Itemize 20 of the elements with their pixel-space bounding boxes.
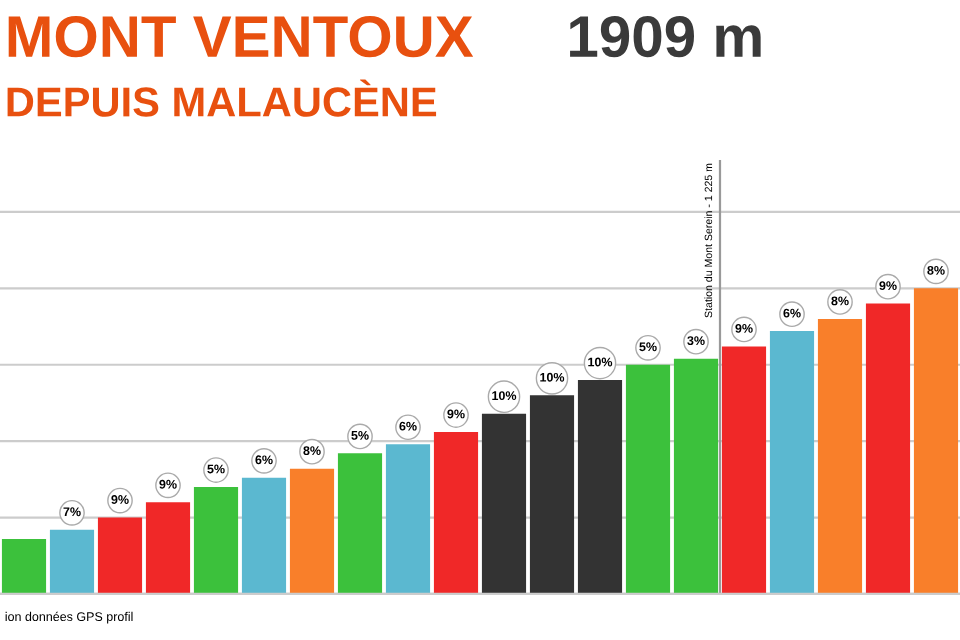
bar — [97, 517, 143, 594]
text: 1909 m — [570, 15, 761, 58]
bar — [721, 346, 767, 594]
bar — [673, 358, 719, 594]
bar — [193, 486, 239, 594]
bar — [913, 288, 959, 594]
bar — [145, 502, 191, 594]
bar — [817, 318, 863, 594]
bar — [337, 453, 383, 594]
bar — [625, 364, 671, 594]
bar — [1, 538, 47, 594]
bar — [241, 477, 287, 594]
bar — [433, 431, 479, 594]
chart-subtitle: DEPUIS MALAUCÈNE — [7, 79, 437, 117]
bar — [49, 529, 95, 594]
bar — [769, 331, 815, 594]
bar — [385, 444, 431, 594]
chart-title: MONT VENTOUX — [8, 15, 474, 58]
bar — [865, 303, 911, 594]
bar — [289, 468, 335, 594]
